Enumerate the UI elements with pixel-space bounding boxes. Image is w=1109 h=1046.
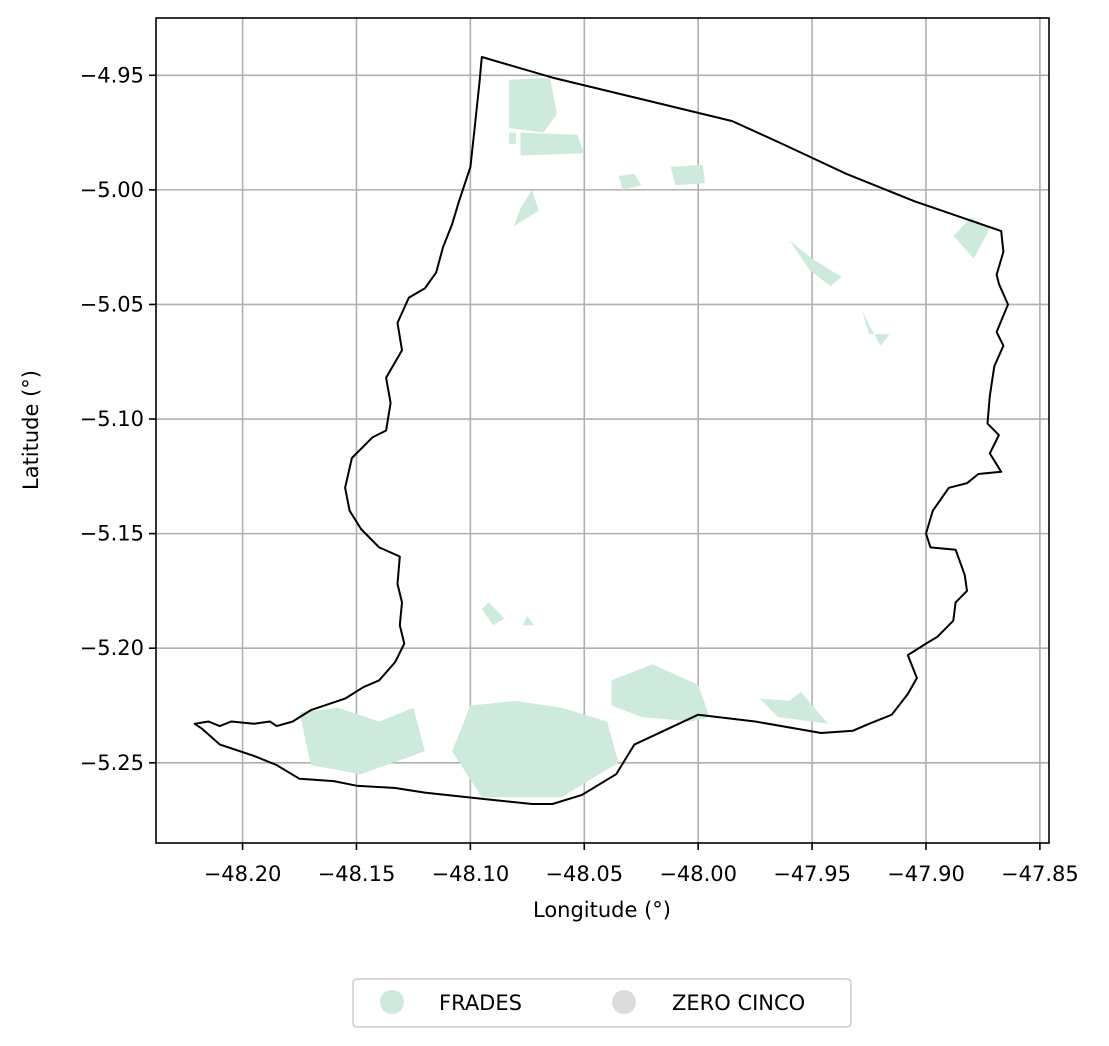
y-tick-label: −5.05	[80, 292, 144, 316]
y-axis-title: Latitude (°)	[19, 370, 43, 490]
gridlines	[156, 18, 1049, 843]
x-tick-label: −48.05	[545, 862, 623, 886]
x-tick-label: −47.90	[887, 862, 965, 886]
legend-swatch-frades	[380, 990, 404, 1014]
frades-area	[611, 664, 710, 722]
frades-area	[522, 616, 535, 626]
legend-swatch-zero-cinco	[612, 990, 636, 1014]
frades-area	[513, 189, 539, 227]
frades-area	[670, 164, 705, 186]
frades-area	[520, 132, 585, 156]
frades-area	[953, 217, 990, 259]
frades-area	[452, 700, 619, 798]
frades-layer	[299, 77, 990, 798]
frades-area	[481, 602, 505, 626]
y-tick-label: −5.25	[80, 751, 144, 775]
x-tick-label: −48.20	[204, 862, 282, 886]
y-tick-label: −5.15	[80, 522, 144, 546]
frades-area	[862, 311, 890, 346]
plot-frame	[155, 17, 1050, 844]
y-tick-label: −5.10	[80, 407, 144, 431]
x-axis: −48.20 −48.15 −48.10 −48.05 −48.00 −47.95 −47.…	[204, 843, 1079, 886]
municipality-boundary	[193, 56, 1009, 805]
frades-area	[618, 173, 642, 190]
y-axis: −4.95 −5.00 −5.05 −5.10 −5.15 −5.20 −5.25	[80, 63, 156, 775]
plot-background	[156, 18, 1049, 843]
frades-area	[759, 691, 828, 724]
x-tick-label: −48.10	[432, 862, 510, 886]
legend-label-zero-cinco: ZERO CINCO	[672, 991, 805, 1015]
x-tick-label: −47.95	[773, 862, 851, 886]
frades-area	[299, 707, 425, 775]
frades-area	[509, 77, 557, 133]
x-tick-label: −48.00	[659, 862, 737, 886]
legend-label-frades: FRADES	[439, 991, 522, 1015]
y-tick-label: −5.00	[80, 178, 144, 202]
y-tick-label: −4.95	[80, 63, 144, 87]
legend-box	[352, 978, 852, 1028]
y-tick-label: −5.20	[80, 636, 144, 660]
legend: FRADES ZERO CINCO	[352, 978, 852, 1028]
x-tick-label: −48.15	[318, 862, 396, 886]
x-axis-title: Longitude (°)	[533, 898, 671, 922]
frades-area	[509, 132, 516, 144]
plot-area	[155, 17, 1050, 844]
frades-area	[789, 240, 842, 287]
x-tick-label: −47.85	[1001, 862, 1079, 886]
